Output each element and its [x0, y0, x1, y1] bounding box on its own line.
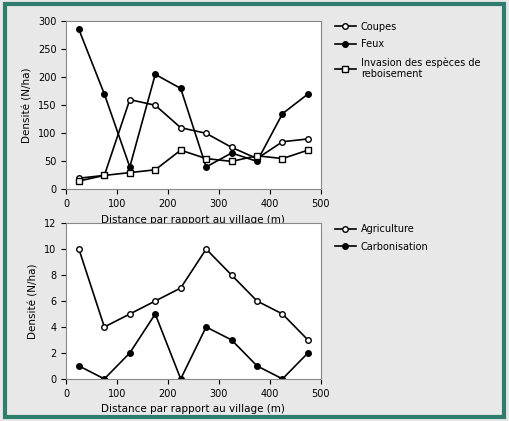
Invasion des espèces de
reboisement: [127, 170, 133, 175]
Coupes: [229, 145, 235, 150]
Agriculture: [152, 298, 158, 304]
Coupes: [127, 97, 133, 102]
Feux: [203, 165, 209, 170]
Feux: [279, 111, 286, 116]
Invasion des espèces de
reboisement: [178, 148, 184, 153]
Agriculture: [254, 298, 260, 304]
X-axis label: Distance par rapport au village (m): Distance par rapport au village (m): [101, 404, 286, 414]
Coupes: [178, 125, 184, 130]
Carbonisation: [101, 376, 107, 381]
Carbonisation: [178, 376, 184, 381]
Agriculture: [101, 325, 107, 330]
Invasion des espèces de
reboisement: [101, 173, 107, 178]
Feux: [76, 27, 82, 32]
Carbonisation: [305, 350, 311, 355]
Carbonisation: [254, 363, 260, 368]
Y-axis label: Densité (N/ha): Densité (N/ha): [22, 67, 32, 143]
Agriculture: [305, 338, 311, 343]
Coupes: [203, 131, 209, 136]
Carbonisation: [127, 350, 133, 355]
Coupes: [76, 176, 82, 181]
Feux: [152, 72, 158, 77]
Agriculture: [279, 312, 286, 317]
Invasion des espèces de
reboisement: [254, 153, 260, 158]
Line: Feux: Feux: [76, 27, 310, 170]
Feux: [178, 86, 184, 91]
Line: Agriculture: Agriculture: [76, 246, 310, 343]
Agriculture: [229, 272, 235, 277]
Invasion des espèces de
reboisement: [203, 156, 209, 161]
Carbonisation: [76, 363, 82, 368]
Agriculture: [178, 285, 184, 290]
Invasion des espèces de
reboisement: [76, 179, 82, 184]
Legend: Coupes, Feux, Invasion des espèces de
reboisement: Coupes, Feux, Invasion des espèces de re…: [331, 18, 485, 83]
Coupes: [152, 103, 158, 108]
Carbonisation: [279, 376, 286, 381]
X-axis label: Distance par rapport au village (m): Distance par rapport au village (m): [101, 215, 286, 225]
Feux: [229, 150, 235, 155]
Agriculture: [203, 247, 209, 252]
Line: Carbonisation: Carbonisation: [76, 311, 310, 382]
Agriculture: [76, 247, 82, 252]
Coupes: [254, 156, 260, 161]
Agriculture: [127, 312, 133, 317]
Carbonisation: [152, 312, 158, 317]
Feux: [305, 91, 311, 96]
Line: Coupes: Coupes: [76, 97, 310, 181]
Feux: [101, 91, 107, 96]
Feux: [254, 159, 260, 164]
Invasion des espèces de
reboisement: [229, 159, 235, 164]
Invasion des espèces de
reboisement: [305, 148, 311, 153]
Coupes: [279, 139, 286, 144]
Carbonisation: [229, 338, 235, 343]
Legend: Agriculture, Carbonisation: Agriculture, Carbonisation: [331, 220, 433, 256]
Invasion des espèces de
reboisement: [152, 167, 158, 172]
Carbonisation: [203, 325, 209, 330]
Line: Invasion des espèces de
reboisement: Invasion des espèces de reboisement: [76, 147, 310, 184]
Coupes: [305, 136, 311, 141]
Feux: [127, 165, 133, 170]
Invasion des espèces de
reboisement: [279, 156, 286, 161]
Coupes: [101, 173, 107, 178]
Y-axis label: Densité (N/ha): Densité (N/ha): [29, 263, 39, 339]
